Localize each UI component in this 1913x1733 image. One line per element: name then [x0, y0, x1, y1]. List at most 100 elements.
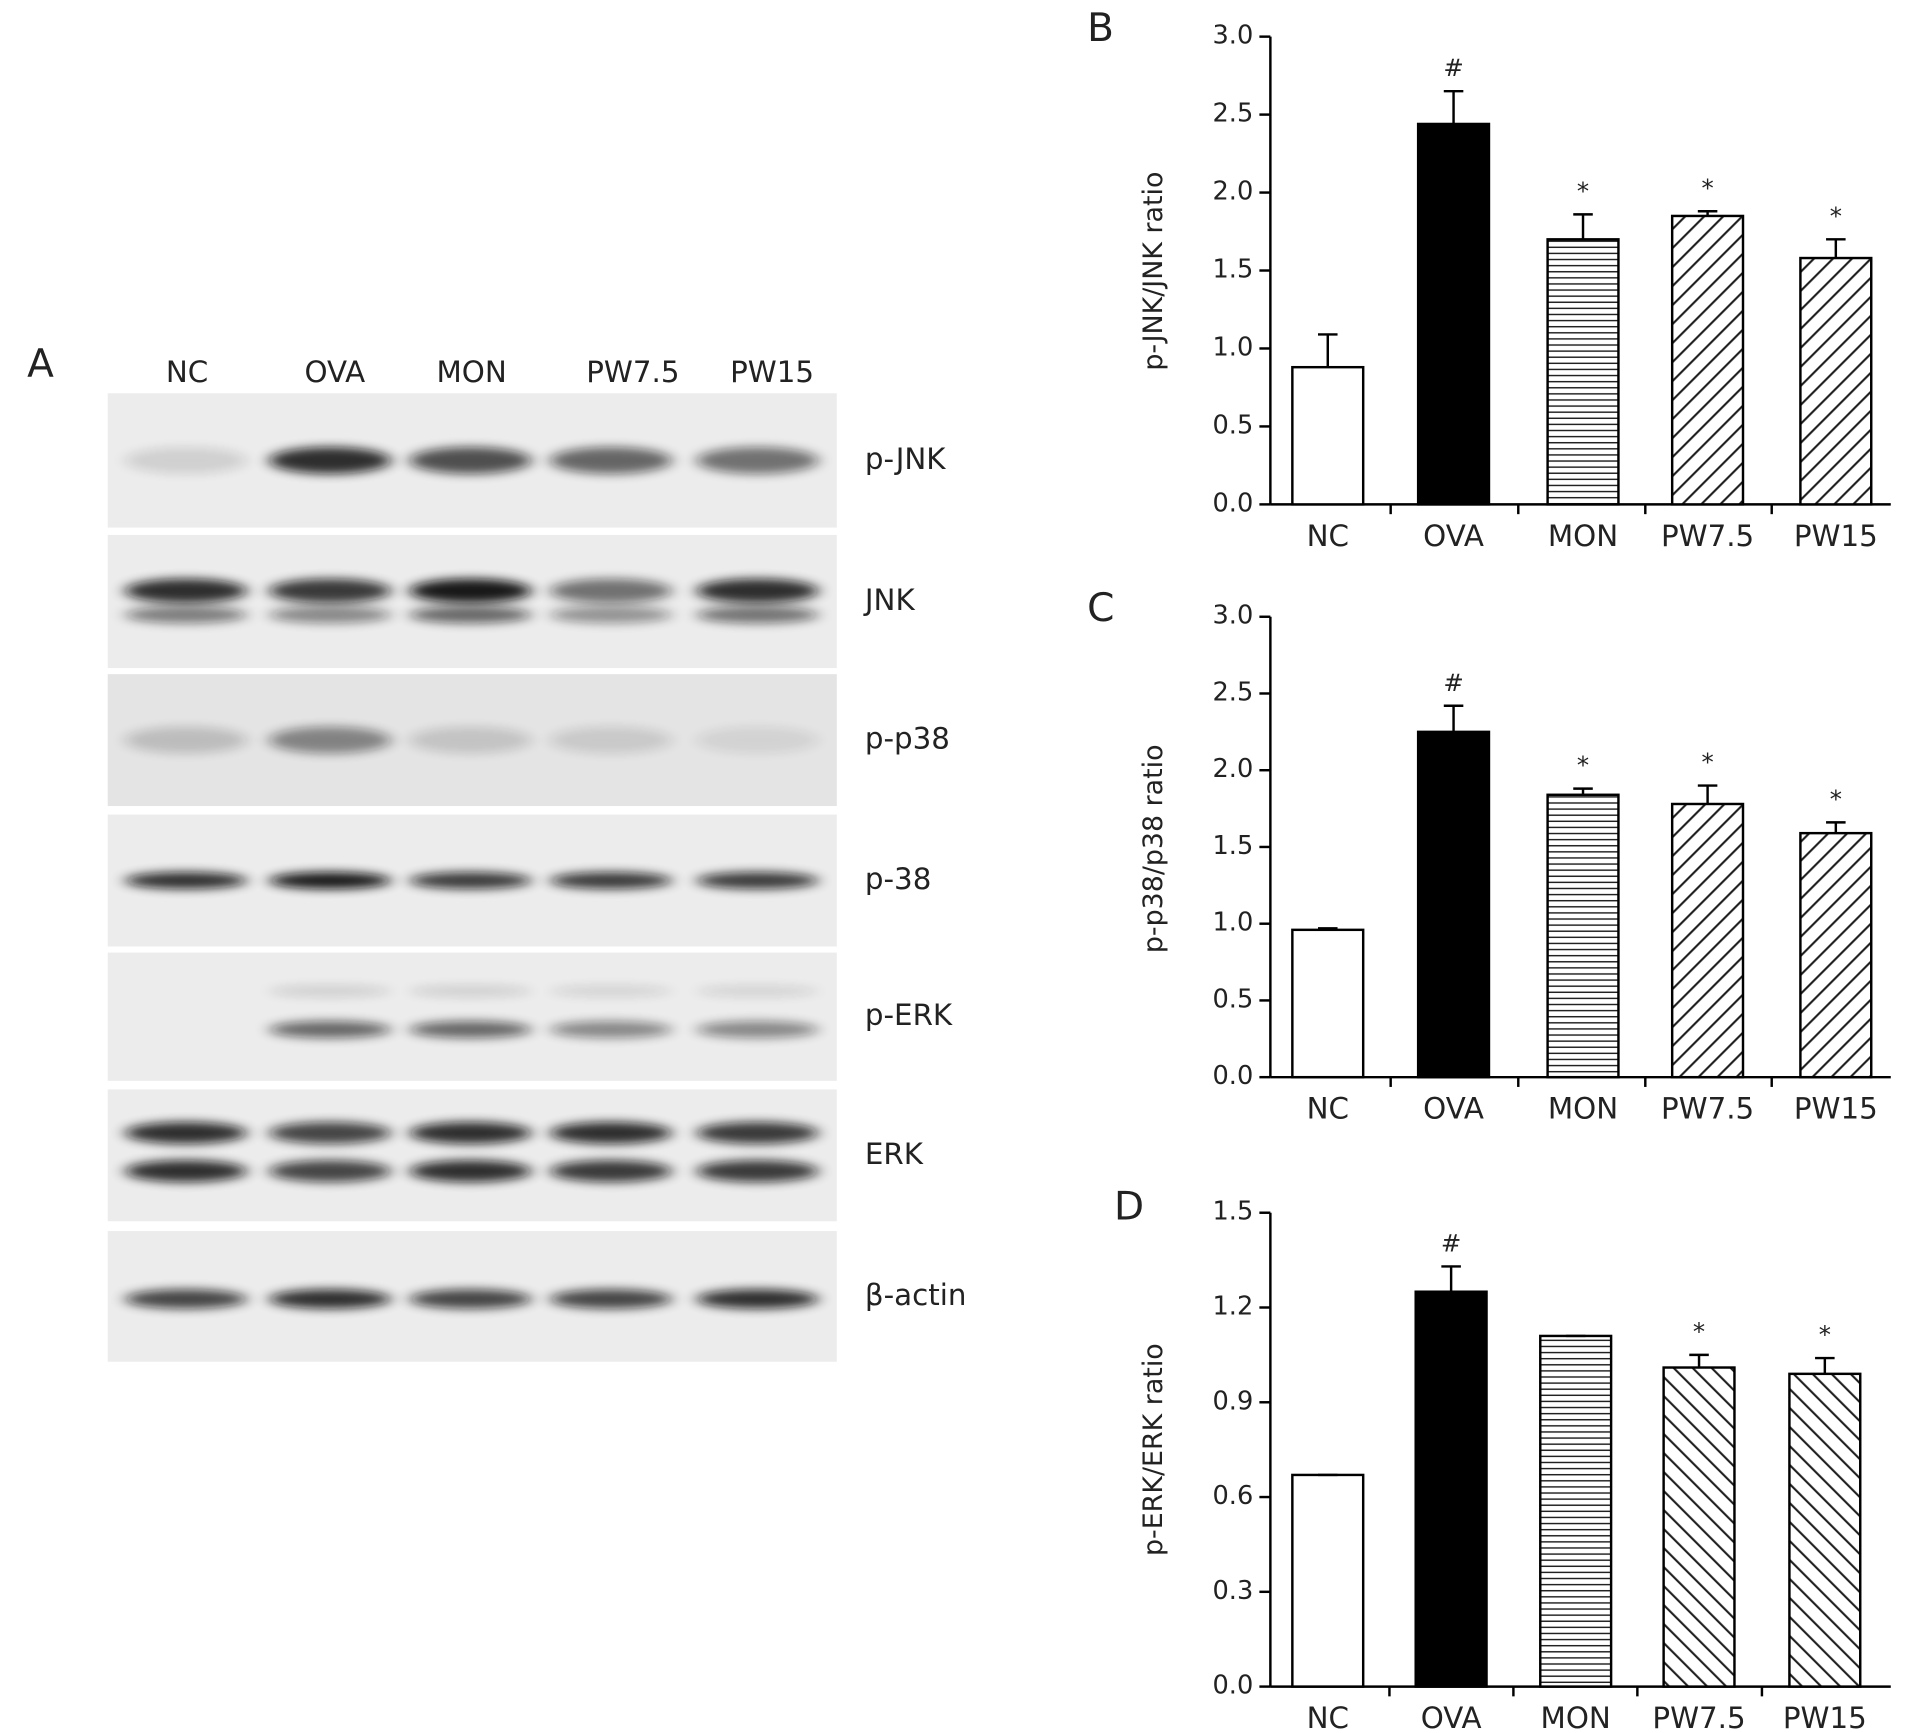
- blot-band: [549, 1289, 672, 1309]
- panel-label: C: [1087, 586, 1114, 631]
- blot-background: [107, 1089, 837, 1222]
- bar: [1799, 831, 1873, 1079]
- x-tick-label: PW7.5: [1652, 1701, 1745, 1733]
- blot-band: [409, 1121, 532, 1144]
- panel-label: B: [1087, 6, 1114, 51]
- blot-band: [549, 1121, 672, 1144]
- bar: [1670, 802, 1745, 1079]
- blot-band: [696, 446, 819, 474]
- blot-strip: [107, 674, 837, 807]
- y-tick-label: 1.0: [1213, 908, 1254, 938]
- blot-band: [268, 1020, 392, 1039]
- y-axis-label: p-JNK/JNK ratio: [1138, 172, 1169, 371]
- blot-band: [696, 984, 819, 998]
- blot-band: [549, 726, 672, 754]
- panel-label: D: [1114, 1185, 1144, 1230]
- y-tick-label: 1.5: [1213, 255, 1254, 285]
- y-tick-label: 2.5: [1213, 99, 1254, 129]
- bar: [1546, 793, 1620, 1079]
- blot-strip: [107, 1089, 837, 1222]
- x-tick-label: OVA: [1421, 1701, 1482, 1733]
- blot-band: [409, 871, 532, 890]
- blot-band: [124, 578, 247, 604]
- significance-mark: *: [1701, 748, 1713, 777]
- bar: [1291, 1473, 1365, 1688]
- lane-label: NC: [166, 355, 208, 389]
- blot-strip: [107, 814, 837, 947]
- lane-label: PW15: [730, 355, 814, 389]
- x-tick-label: PW15: [1783, 1701, 1867, 1733]
- significance-mark: *: [1701, 173, 1713, 202]
- row-label: p-p38: [865, 722, 950, 756]
- y-tick-label: 2.5: [1213, 677, 1254, 707]
- x-tick-label: MON: [1548, 1092, 1618, 1126]
- x-tick-label: PW7.5: [1661, 519, 1754, 553]
- bar: [1546, 238, 1620, 506]
- blot-band: [409, 726, 532, 754]
- blot-band: [409, 1160, 532, 1183]
- blot-band: [549, 578, 672, 604]
- y-tick-label: 1.0: [1213, 332, 1254, 362]
- blot-band: [268, 578, 392, 604]
- blot-band: [549, 984, 672, 998]
- blot-band: [409, 1289, 532, 1309]
- x-tick-label: OVA: [1423, 1092, 1484, 1126]
- panel-label: A: [27, 342, 54, 387]
- blot-band: [268, 446, 392, 474]
- bar: [1291, 928, 1365, 1079]
- blot-band: [409, 984, 532, 998]
- significance-mark: #: [1441, 1228, 1461, 1257]
- blot-band: [549, 606, 672, 624]
- blot-background: [107, 952, 837, 1081]
- x-tick-label: NC: [1307, 1092, 1349, 1126]
- x-tick-label: MON: [1541, 1701, 1611, 1733]
- blot-strip: [107, 534, 837, 669]
- significance-mark: *: [1830, 784, 1842, 813]
- blot-band: [409, 1020, 532, 1039]
- significance-mark: *: [1693, 1317, 1705, 1346]
- lane-label: PW7.5: [586, 355, 679, 389]
- blot-band: [696, 871, 819, 890]
- y-tick-label: 2.0: [1213, 177, 1254, 207]
- blot-band: [268, 871, 392, 890]
- bar: [1416, 730, 1491, 1079]
- lane-label: OVA: [304, 355, 365, 389]
- y-axis-label: p-p38/p38 ratio: [1138, 744, 1169, 953]
- y-tick-label: 3.0: [1213, 601, 1254, 631]
- x-tick-label: NC: [1307, 1701, 1349, 1733]
- x-tick-label: NC: [1307, 519, 1349, 553]
- bar: [1539, 1334, 1613, 1688]
- row-label: ERK: [865, 1137, 924, 1171]
- y-tick-label: 0.9: [1213, 1386, 1254, 1416]
- blot-band: [696, 1160, 819, 1183]
- blot-band: [124, 1289, 247, 1309]
- significance-mark: #: [1443, 53, 1463, 82]
- y-tick-label: 0.0: [1213, 1671, 1254, 1701]
- x-tick-label: PW15: [1794, 519, 1878, 553]
- significance-mark: #: [1443, 668, 1463, 697]
- blot-strip: [107, 952, 837, 1081]
- blot-band: [549, 1020, 672, 1039]
- y-axis-label: p-ERK/ERK ratio: [1138, 1343, 1169, 1556]
- blot-band: [696, 726, 819, 754]
- x-tick-label: OVA: [1423, 519, 1484, 553]
- significance-mark: *: [1830, 201, 1842, 230]
- blot-band: [268, 1121, 392, 1144]
- y-tick-label: 0.5: [1213, 984, 1254, 1014]
- bar: [1662, 1366, 1736, 1688]
- bar: [1788, 1372, 1862, 1688]
- blot-band: [124, 1121, 247, 1144]
- bar: [1670, 214, 1745, 506]
- y-tick-label: 3.0: [1213, 21, 1254, 51]
- significance-mark: *: [1819, 1320, 1831, 1349]
- bar: [1291, 365, 1365, 506]
- row-label: p-ERK: [865, 998, 953, 1032]
- blot-band: [696, 1289, 819, 1309]
- blot-band: [549, 446, 672, 474]
- y-tick-label: 0.5: [1213, 410, 1254, 440]
- blot-band: [409, 606, 532, 624]
- blot-band: [268, 1160, 392, 1183]
- row-label: β-actin: [865, 1278, 967, 1312]
- x-tick-label: PW7.5: [1661, 1092, 1754, 1126]
- blot-band: [124, 726, 247, 754]
